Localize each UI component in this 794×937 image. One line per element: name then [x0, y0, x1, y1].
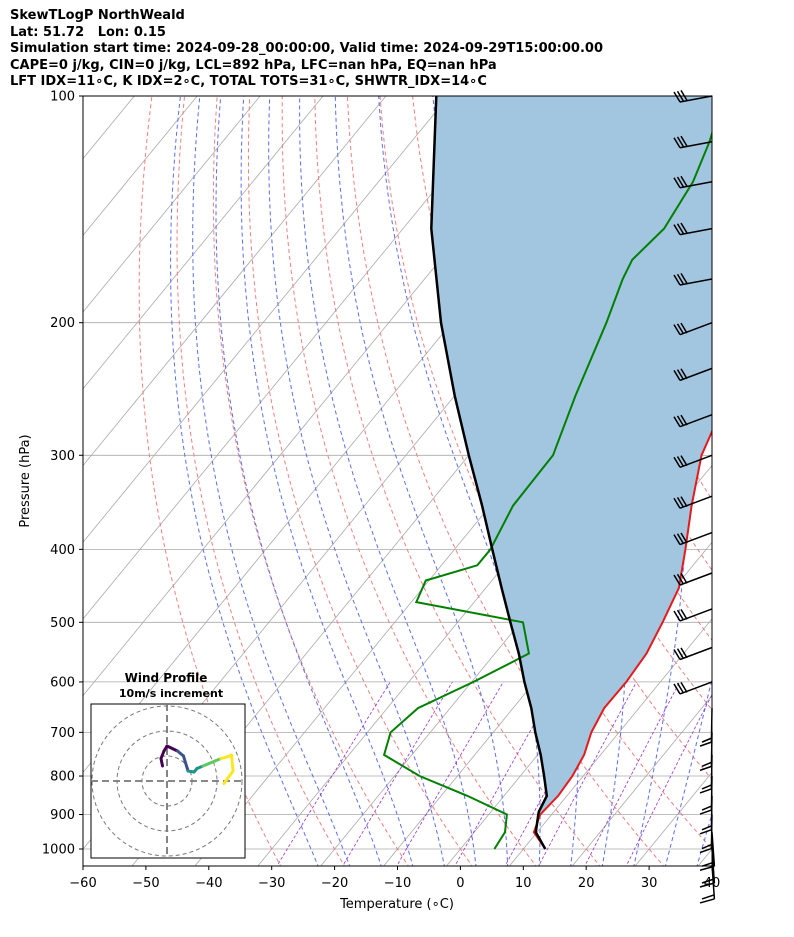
isotherm-line — [0, 79, 85, 868]
x-tick-label: 20 — [578, 876, 595, 891]
dewpoint-line — [382, 130, 712, 850]
isotherm-line — [83, 96, 261, 313]
dry-adiabat — [176, 96, 346, 866]
cape-cin-shading — [431, 96, 712, 849]
inset-title: Wind Profile — [125, 671, 208, 685]
y-tick-label: 700 — [50, 726, 75, 741]
mixing-ratio-line — [584, 681, 681, 866]
y-tick-label: 200 — [50, 316, 75, 331]
chart-title: SkewTLogP NorthWeald — [10, 8, 185, 23]
wind-barb — [673, 646, 713, 661]
dry-adiabat — [138, 96, 282, 866]
mixing-ratio-line — [538, 681, 637, 866]
chart-header: SkewTLogP NorthWeald Lat: 51.72 Lon: 0.1… — [10, 8, 603, 91]
mixing-ratio-line — [276, 681, 391, 866]
wind-barb — [673, 367, 713, 382]
moist-adiabat — [240, 96, 414, 866]
dry-adiabat — [281, 96, 537, 866]
time-line: Simulation start time: 2024-09-28_00:00:… — [10, 41, 603, 57]
x-tick-label: −10 — [384, 876, 411, 891]
wind-barb — [673, 572, 713, 586]
isotherm-line — [83, 96, 324, 390]
dry-adiabat — [247, 96, 473, 866]
x-tick-label: −50 — [132, 876, 159, 891]
moist-adiabat — [215, 96, 382, 866]
dry-adiabat — [212, 96, 409, 866]
index-line: LFT IDX=11∘C, K IDX=2∘C, TOTAL TOTS=31∘C… — [10, 74, 487, 90]
dry-adiabat — [738, 96, 794, 868]
hodograph-segment — [222, 769, 235, 785]
hodograph-segment — [165, 744, 179, 753]
x-tick-label: −40 — [195, 876, 222, 891]
wind-barb — [673, 222, 713, 236]
wind-barb — [673, 681, 713, 695]
parcel-line — [430, 96, 549, 850]
x-axis-title: Temperature (∘C) — [339, 897, 454, 912]
isotherm-line — [508, 618, 712, 866]
dry-adiabat — [346, 96, 665, 866]
x-tick-label: 40 — [704, 876, 721, 891]
inset-subtitle: 10m/s increment — [119, 687, 223, 700]
mixing-ratio-line — [625, 693, 712, 866]
hodograph-segment — [230, 753, 235, 773]
x-tick-label: −60 — [69, 876, 96, 891]
wind-barbs — [673, 90, 716, 904]
moist-adiabat — [268, 96, 445, 866]
x-tick-label: −30 — [258, 876, 285, 891]
wind-barb — [673, 454, 713, 468]
dry-adiabat — [379, 96, 712, 850]
x-tick-label: −20 — [321, 876, 348, 891]
y-tick-label: 100 — [50, 90, 75, 105]
temperature-line — [532, 429, 712, 850]
y-axis-title: Pressure (hPa) — [18, 434, 33, 527]
wind-barb — [673, 495, 713, 509]
mixing-ratio-line — [396, 681, 504, 866]
y-tick-label: 600 — [50, 675, 75, 690]
y-tick-label: 300 — [50, 449, 75, 464]
isotherm-line — [83, 96, 450, 543]
y-tick-label: 500 — [50, 616, 75, 631]
moist-adiabat — [334, 96, 509, 866]
dry-adiabat — [314, 96, 601, 866]
cape-line: CAPE=0 j/kg, CIN=0 j/kg, LCL=892 hPa, LF… — [10, 57, 497, 73]
y-tick-label: 900 — [50, 808, 75, 823]
moist-adiabat — [192, 96, 351, 866]
x-tick-label: 10 — [515, 876, 532, 891]
hodograph-segment — [182, 754, 188, 768]
y-tick-label: 1000 — [42, 843, 75, 858]
wind-barb — [699, 776, 713, 815]
isotherm-line — [83, 96, 513, 620]
mixing-ratio-line — [454, 681, 559, 866]
dry-adiabat — [705, 96, 712, 115]
x-tick-label: 0 — [456, 876, 464, 891]
wind-barb — [673, 414, 713, 428]
wind-barb — [673, 273, 713, 286]
y-tick-label: 800 — [50, 770, 75, 785]
wind-barb — [673, 175, 713, 189]
x-tick-label: 30 — [641, 876, 658, 891]
mixing-ratio-line — [342, 681, 453, 866]
wind-profile-inset: Wind Profile 10m/s increment — [90, 671, 246, 859]
isotherm-line — [571, 695, 712, 866]
wind-barb — [673, 321, 713, 336]
dry-adiabat — [771, 96, 794, 868]
moist-adiabat — [299, 96, 477, 866]
isotherm-line — [383, 464, 712, 866]
location-line: Lat: 51.72 Lon: 0.15 — [10, 24, 166, 40]
wind-barb — [673, 608, 713, 622]
wind-barb — [699, 864, 716, 904]
y-tick-label: 400 — [50, 543, 75, 558]
wind-barb — [673, 531, 713, 546]
moist-adiabat — [170, 96, 319, 866]
isotherm-line — [759, 79, 794, 868]
isotherm-line — [83, 96, 387, 467]
wind-barb — [673, 135, 713, 149]
isotherm-line — [83, 96, 198, 236]
